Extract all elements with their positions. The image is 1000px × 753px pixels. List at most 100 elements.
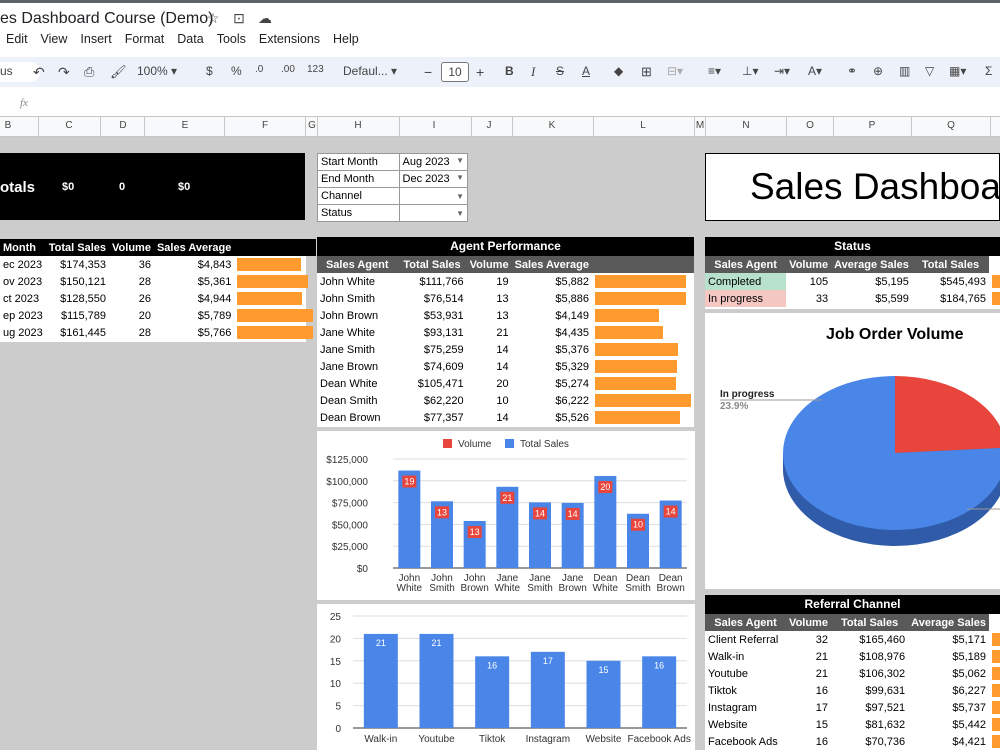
referral-cell[interactable]: Tiktok bbox=[708, 684, 737, 697]
referral-cell[interactable]: $165,460 bbox=[859, 633, 906, 646]
menu-extensions[interactable]: Extensions bbox=[258, 32, 321, 46]
referral-cell[interactable]: Youtube bbox=[708, 667, 748, 680]
agent-cell[interactable]: Dean White bbox=[320, 377, 378, 390]
horizontal-align-icon[interactable]: ≡▾ bbox=[708, 64, 722, 78]
column-divider[interactable] bbox=[786, 117, 787, 137]
agent-cell[interactable]: $53,931 bbox=[423, 309, 464, 322]
column-divider[interactable] bbox=[694, 117, 695, 137]
agent-cell[interactable]: $5,274 bbox=[555, 377, 589, 390]
column-header-j[interactable]: J bbox=[486, 120, 492, 131]
agent-cell[interactable]: $62,220 bbox=[423, 394, 464, 407]
status-cell[interactable]: $5,599 bbox=[875, 292, 909, 305]
referral-cell[interactable]: $5,171 bbox=[952, 633, 986, 646]
agent-cell[interactable]: 13 bbox=[496, 292, 509, 305]
zoom-select[interactable]: 100% ▾ bbox=[137, 64, 178, 78]
referral-cell[interactable]: $99,631 bbox=[865, 684, 906, 697]
referral-cell[interactable]: Walk-in bbox=[708, 650, 745, 663]
agent-cell[interactable]: Jane White bbox=[320, 326, 376, 339]
agent-cell[interactable]: 19 bbox=[496, 275, 509, 288]
undo-icon[interactable]: ↶ bbox=[33, 64, 45, 80]
agent-cell[interactable]: John Brown bbox=[320, 309, 379, 322]
increase-font-icon[interactable]: + bbox=[476, 64, 485, 80]
font-size-input[interactable]: 10 bbox=[441, 62, 469, 82]
referral-cell[interactable]: 15 bbox=[815, 718, 828, 731]
column-divider[interactable] bbox=[471, 117, 472, 137]
filter-dropdown[interactable]: Aug 2023 ▼ bbox=[398, 153, 469, 171]
agent-cell[interactable]: 13 bbox=[496, 309, 509, 322]
column-header-g[interactable]: G bbox=[308, 120, 316, 131]
column-header-o[interactable]: O bbox=[806, 120, 814, 131]
column-divider[interactable] bbox=[593, 117, 594, 137]
status-cell[interactable]: 105 bbox=[809, 275, 829, 288]
menu-view[interactable]: View bbox=[40, 32, 68, 46]
bold-icon[interactable]: B bbox=[505, 64, 514, 78]
column-header-l[interactable]: L bbox=[640, 120, 646, 131]
text-wrap-icon[interactable]: ⇥▾ bbox=[774, 64, 791, 78]
job-order-volume-chart[interactable]: Job Order Volume In progress 23.9% bbox=[705, 313, 1000, 589]
referral-volume-bar[interactable] bbox=[419, 633, 454, 728]
menu-format[interactable]: Format bbox=[124, 32, 165, 46]
referral-cell[interactable]: 16 bbox=[815, 684, 828, 697]
referral-cell[interactable]: Facebook Ads bbox=[708, 735, 778, 748]
doc-title[interactable]: es Dashboard Course (Demo) bbox=[0, 10, 214, 27]
referral-volume-bar[interactable] bbox=[363, 633, 398, 728]
referral-cell[interactable]: $6,227 bbox=[952, 684, 986, 697]
monthly-cell[interactable]: ct 2023 bbox=[3, 292, 40, 305]
monthly-cell[interactable]: ov 2023 bbox=[3, 275, 43, 288]
currency-button[interactable]: $ bbox=[206, 64, 213, 78]
pie-slice-completed[interactable] bbox=[783, 376, 1000, 530]
print-icon[interactable]: ⎙ bbox=[84, 64, 95, 79]
more-formats-button[interactable]: 123 bbox=[307, 64, 324, 75]
agent-cell[interactable]: $105,471 bbox=[417, 377, 464, 390]
column-divider[interactable] bbox=[224, 117, 225, 137]
agent-cell[interactable]: $4,149 bbox=[555, 309, 589, 322]
referral-cell[interactable]: 32 bbox=[815, 633, 828, 646]
referral-cell[interactable]: $4,421 bbox=[952, 735, 986, 748]
monthly-cell[interactable]: $128,550 bbox=[60, 292, 107, 305]
italic-icon[interactable]: I bbox=[531, 64, 536, 79]
comment-icon[interactable]: ⊕ bbox=[873, 64, 884, 78]
agent-cell[interactable]: $5,886 bbox=[555, 292, 589, 305]
chart-icon[interactable]: ▥ bbox=[899, 64, 911, 78]
column-header-c[interactable]: C bbox=[65, 120, 73, 131]
vertical-align-icon[interactable]: ⊥▾ bbox=[742, 64, 759, 78]
referral-volume-bar[interactable] bbox=[642, 656, 677, 728]
agent-cell[interactable]: $6,222 bbox=[555, 394, 589, 407]
referral-cell[interactable]: 16 bbox=[815, 735, 828, 748]
merge-cells-icon[interactable]: ⊟▾ bbox=[667, 64, 684, 78]
cloud-status-icon[interactable]: ☁ bbox=[258, 10, 272, 26]
monthly-cell[interactable]: $161,445 bbox=[60, 326, 107, 339]
dropdown-arrow-icon[interactable]: ▼ bbox=[456, 173, 464, 182]
status-cell[interactable]: Completed bbox=[705, 273, 787, 290]
monthly-cell[interactable]: 26 bbox=[138, 292, 151, 305]
search-menus[interactable]: us bbox=[0, 62, 40, 82]
referral-cell[interactable]: $5,062 bbox=[952, 667, 986, 680]
filter-icon[interactable]: ▽ bbox=[925, 64, 935, 78]
status-cell[interactable]: In progress bbox=[705, 290, 787, 307]
agent-cell[interactable]: 14 bbox=[496, 360, 509, 373]
dropdown-arrow-icon[interactable]: ▼ bbox=[456, 156, 464, 165]
functions-icon[interactable]: Σ bbox=[985, 64, 993, 78]
monthly-cell[interactable]: $5,766 bbox=[197, 326, 232, 339]
monthly-cell[interactable]: $115,789 bbox=[60, 309, 107, 322]
pie-slice-in-progress[interactable] bbox=[895, 376, 1000, 453]
monthly-cell[interactable]: $4,944 bbox=[197, 292, 232, 305]
total-sales-bar[interactable] bbox=[594, 476, 617, 568]
dropdown-arrow-icon[interactable]: ▼ bbox=[456, 191, 464, 201]
filter-views-icon[interactable]: ▦▾ bbox=[949, 64, 967, 78]
status-cell[interactable]: $545,493 bbox=[940, 275, 986, 288]
column-header-h[interactable]: H bbox=[354, 120, 362, 131]
status-cell[interactable]: $184,765 bbox=[940, 292, 986, 305]
menu-help[interactable]: Help bbox=[333, 32, 359, 46]
agent-cell[interactable]: $76,514 bbox=[423, 292, 464, 305]
monthly-cell[interactable]: 20 bbox=[138, 309, 151, 322]
referral-cell[interactable]: Client Referral bbox=[708, 633, 779, 646]
agent-cell[interactable]: 20 bbox=[496, 377, 509, 390]
column-header-e[interactable]: E bbox=[181, 120, 189, 131]
agent-cell[interactable]: 14 bbox=[496, 411, 509, 424]
monthly-cell[interactable]: ep 2023 bbox=[3, 309, 43, 322]
column-header-i[interactable]: I bbox=[432, 120, 436, 131]
percent-button[interactable]: % bbox=[231, 64, 242, 78]
agent-cell[interactable]: Dean Smith bbox=[320, 394, 378, 407]
column-divider[interactable] bbox=[833, 117, 834, 137]
